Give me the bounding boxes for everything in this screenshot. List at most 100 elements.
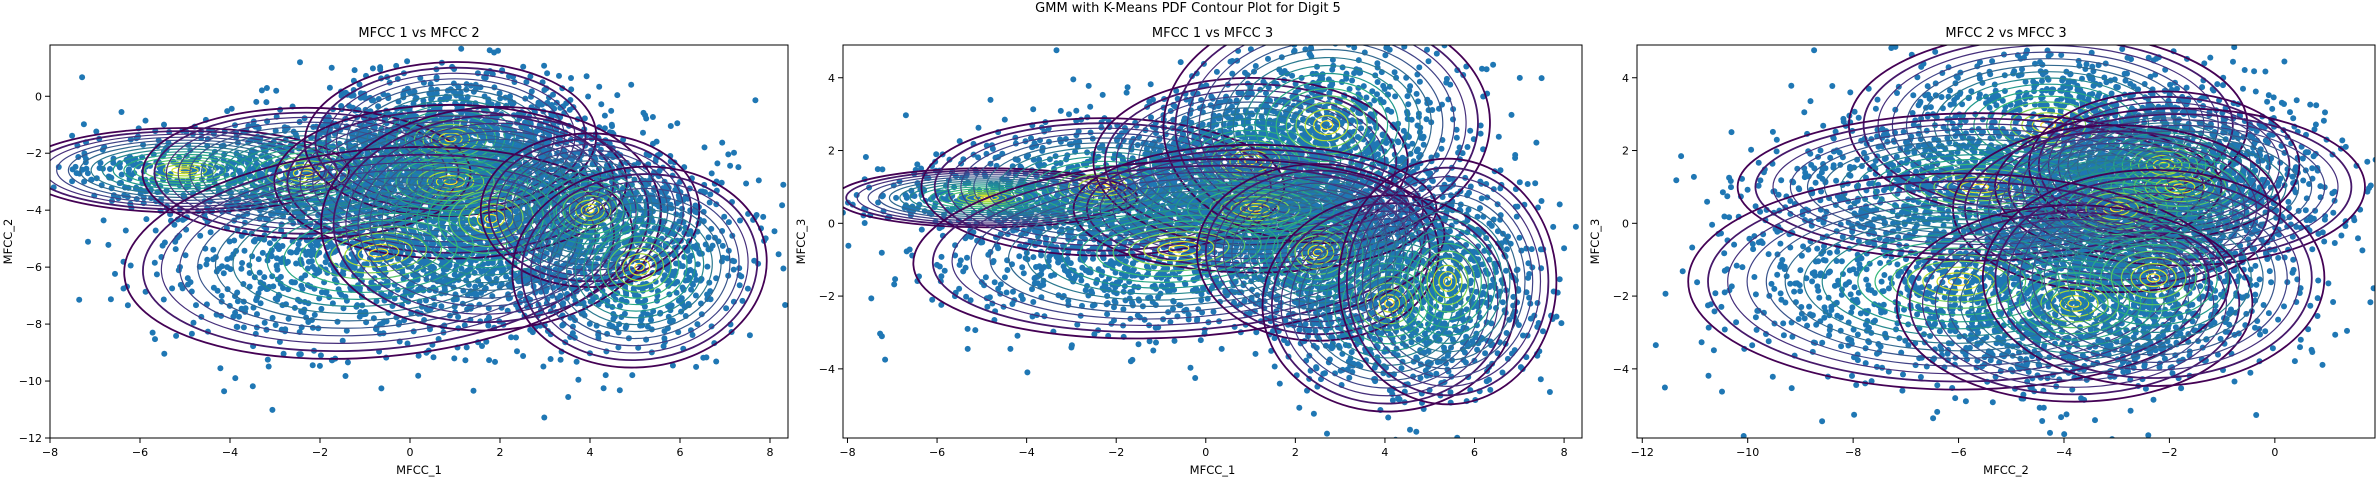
- scatter-point: [708, 170, 715, 177]
- scatter-point: [371, 275, 378, 282]
- scatter-point: [719, 242, 726, 249]
- scatter-point: [468, 82, 474, 89]
- scatter-point: [430, 354, 437, 361]
- scatter-point: [485, 260, 492, 267]
- scatter-point: [226, 238, 233, 245]
- scatter-point: [377, 64, 384, 71]
- scatter-point: [415, 352, 422, 359]
- scatter-point: [458, 45, 465, 52]
- scatter-point: [714, 160, 721, 167]
- scatter-point: [486, 357, 493, 364]
- scatter-point: [254, 311, 260, 318]
- scatter-point: [620, 136, 627, 143]
- scatter-point: [187, 279, 194, 286]
- scatter-point: [249, 383, 256, 390]
- scatter-point: [143, 216, 150, 223]
- scatter-point: [107, 166, 113, 172]
- scatter-point: [204, 256, 211, 263]
- scatter-point: [122, 227, 129, 234]
- scatter-point: [707, 296, 714, 303]
- scatter-point: [443, 93, 450, 100]
- scatter-point: [527, 133, 534, 140]
- scatter-point: [232, 309, 239, 316]
- scatter-point: [263, 99, 270, 106]
- scatter-point: [775, 251, 782, 258]
- scatter-point: [258, 170, 265, 177]
- scatter-point: [297, 59, 303, 66]
- scatter-point: [700, 354, 707, 361]
- scatter-point: [583, 73, 590, 80]
- scatter-point: [669, 362, 676, 369]
- scatter-point: [80, 121, 87, 128]
- scatter-point: [315, 325, 322, 332]
- scatter-point: [69, 166, 76, 173]
- scatter-point: [112, 270, 118, 277]
- scatter-point: [557, 114, 564, 121]
- scatter-point: [415, 372, 422, 379]
- scatter-point: [375, 284, 382, 291]
- scatter-point: [173, 332, 180, 339]
- scatter-point: [152, 227, 159, 234]
- scatter-point: [342, 373, 349, 379]
- scatter-point: [356, 81, 363, 88]
- scatter-point: [295, 241, 302, 248]
- scatter-point: [307, 242, 314, 249]
- scatter-point: [289, 238, 296, 245]
- scatter-point: [258, 87, 265, 94]
- scatter-point: [358, 272, 364, 278]
- scatter-point: [241, 247, 248, 254]
- scatter-point: [318, 305, 325, 312]
- scatter-point: [255, 256, 262, 263]
- scatter-point: [261, 274, 268, 281]
- scatter-point: [97, 159, 104, 166]
- scatter-point: [635, 344, 642, 351]
- scatter-point: [486, 47, 493, 54]
- scatter-point: [463, 344, 470, 351]
- scatter-point: [264, 216, 271, 223]
- scatter-point: [343, 327, 350, 334]
- scatter-point: [495, 47, 501, 54]
- scatter-point: [548, 102, 555, 108]
- scatter-point: [404, 340, 411, 347]
- scatter-point: [182, 252, 189, 259]
- scatter-point: [428, 96, 435, 103]
- scatter-point: [131, 170, 138, 176]
- scatter-point: [206, 168, 213, 175]
- scatter-point: [485, 314, 492, 321]
- scatter-point: [520, 353, 527, 359]
- scatter-point: [379, 320, 386, 326]
- scatter-point: [301, 115, 308, 122]
- scatter-point: [585, 93, 592, 100]
- scatter-point: [143, 162, 150, 169]
- scatter-point: [127, 262, 134, 269]
- scatter-point: [667, 123, 674, 129]
- scatter-point: [424, 235, 431, 242]
- scatter-point: [310, 246, 317, 253]
- scatter-point: [598, 101, 605, 108]
- scatter-point: [234, 298, 241, 305]
- scatter-point: [100, 217, 107, 224]
- scatter-point: [339, 337, 346, 344]
- scatter-point: [285, 315, 292, 322]
- scatter-point: [264, 356, 271, 363]
- scatter-point: [482, 285, 489, 292]
- scatter-point: [232, 375, 239, 382]
- scatter-point: [334, 318, 341, 325]
- scatter-point: [527, 73, 534, 80]
- scatter-point: [688, 327, 694, 334]
- scatter-point: [662, 206, 669, 212]
- scatter-point: [172, 246, 179, 253]
- scatter-point: [541, 87, 548, 93]
- scatter-point: [415, 286, 422, 293]
- scatter-point: [608, 107, 615, 114]
- scatter-point: [261, 319, 268, 326]
- scatter-point: [305, 258, 312, 265]
- scatter-point: [578, 310, 585, 317]
- scatter-point: [256, 269, 263, 276]
- scatter-point: [218, 164, 225, 171]
- scatter-point: [263, 85, 270, 91]
- scatter-point: [290, 220, 297, 227]
- scatter-point: [431, 218, 438, 224]
